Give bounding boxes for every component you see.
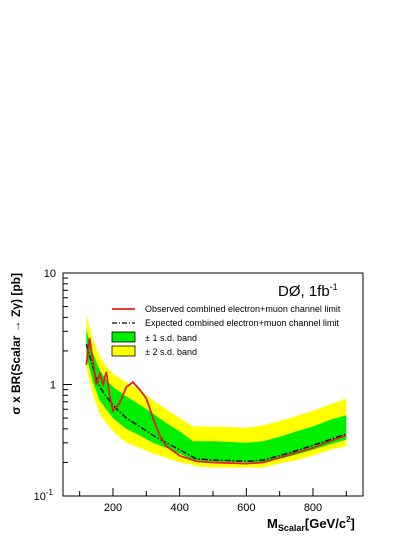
legend-label-band2: ± 2 s.d. band — [145, 347, 197, 357]
legend: Observed combined electron+muon channel … — [111, 304, 341, 357]
y-tick-label-1: 1 — [50, 380, 56, 392]
ticks-layer: 200 400 600 800 10 1 10-1 — [34, 268, 347, 514]
x-axis-label: MScalar[GeV/c2] — [267, 515, 355, 533]
x-tick-label-600: 600 — [237, 502, 255, 514]
y-axis-label: σ x BR(Scalar → Zγ) [pb] — [9, 273, 23, 415]
legend-swatch-band2 — [111, 345, 136, 357]
x-tick-label-200: 200 — [104, 502, 122, 514]
bands-layer — [86, 315, 347, 468]
legend-swatch-band1 — [111, 331, 136, 343]
band-1sd — [86, 329, 347, 463]
observed-limit-line — [85, 338, 347, 465]
y-tick-label-0.1: 10-1 — [34, 488, 54, 503]
experiment-annotation: DØ, 1fb-1 — [278, 282, 338, 300]
lines-layer — [85, 338, 347, 465]
x-tick-label-800: 800 — [304, 502, 322, 514]
legend-label-band1: ± 1 s.d. band — [145, 333, 197, 343]
legend-label-observed: Observed combined electron+muon channel … — [145, 304, 341, 314]
legend-label-expected: Expected combined electron+muon channel … — [145, 318, 339, 328]
y-tick-label-10: 10 — [44, 268, 56, 280]
expected-limit-line — [85, 343, 347, 462]
x-tick-label-400: 400 — [170, 502, 188, 514]
